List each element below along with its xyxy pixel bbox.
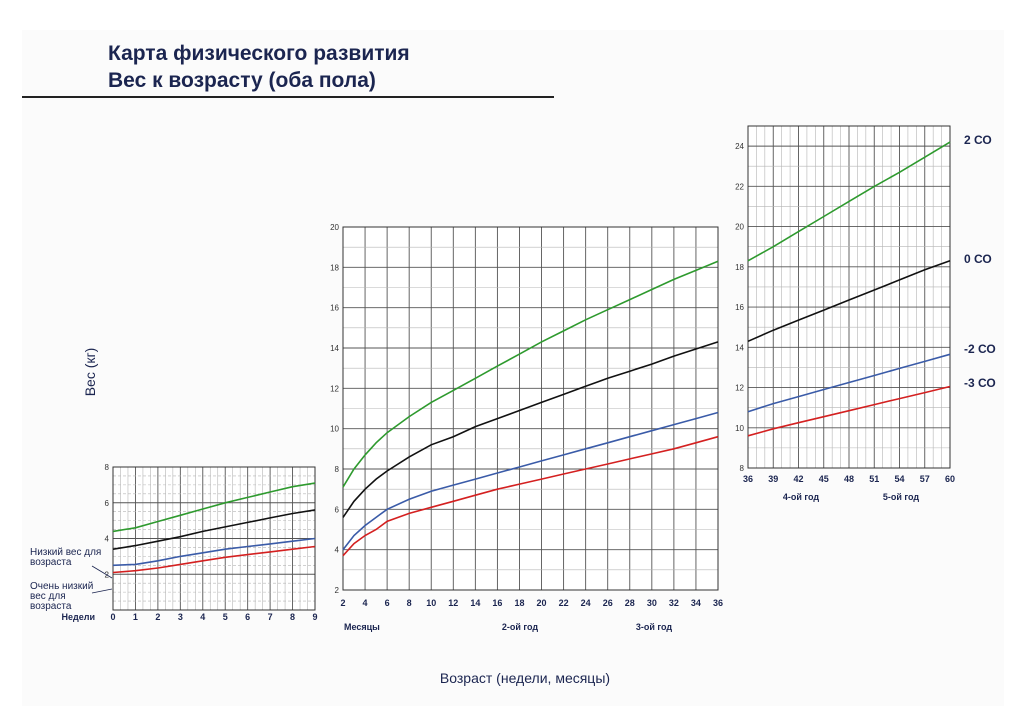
panel-1-x-tick-label: 8	[290, 612, 295, 622]
panel-3-frame	[747, 125, 951, 469]
panel-2-frame	[342, 226, 719, 591]
panel-1-y-tick-label: 6	[105, 499, 110, 508]
sd-label-sd-0: 0 СО	[964, 252, 992, 266]
panel-2-y-tick-label: 18	[330, 263, 339, 272]
panel-1-y-tick-label: 8	[105, 463, 110, 472]
panel-1-series-sd-0	[112, 509, 316, 550]
panel-3-y-tick-label: 20	[735, 223, 744, 232]
panel-2-y-tick-label: 16	[330, 304, 339, 313]
panel-3-y-tick-label: 24	[735, 142, 744, 151]
panel-2-x-tick-label: 36	[713, 598, 723, 608]
annotation-low-weight: Низкий вес для возраста	[30, 547, 102, 568]
panel-1-series-sd-minus2	[112, 537, 316, 567]
title-line-1: Карта физического развития	[108, 42, 410, 65]
panel-3-year-label: 4-ой год	[783, 492, 820, 502]
low-weight-pointer	[91, 565, 113, 579]
panel-2-x-tick-label: 22	[559, 598, 569, 608]
panel-2-y-tick-label: 6	[335, 505, 340, 514]
panel-2-x-tick-label: 16	[492, 598, 502, 608]
panel-3-series-sd-plus2	[747, 141, 951, 262]
panel-1-series-sd-plus2	[112, 482, 316, 533]
panel-3-x-tick-label: 42	[793, 474, 803, 484]
panel-2-x-tick-label: 10	[426, 598, 436, 608]
panel-2-year-label: 2-ой год	[502, 622, 539, 632]
sd-label-sd-plus2: 2 СО	[964, 133, 992, 147]
panel-2-x-tick-label: 20	[537, 598, 547, 608]
panel-1-x-tick-label: 7	[268, 612, 273, 622]
panel-3-y-tick-label: 16	[735, 303, 744, 312]
panel-2-x-tick-label: 14	[470, 598, 480, 608]
annotation-very-low-weight: Очень низкий вес для возраста	[30, 581, 94, 612]
panel-2-y-tick-label: 14	[330, 344, 339, 353]
panel-3-x-tick-label: 54	[894, 474, 904, 484]
panel-2-x-tick-label: 24	[581, 598, 591, 608]
panel-2-x-tick-label: 4	[363, 598, 368, 608]
title-divider	[22, 96, 554, 98]
panel-2-x-tick-label: 32	[669, 598, 679, 608]
panel-3-series-sd-0	[747, 260, 951, 343]
panel-2-series-sd-minus2	[342, 411, 719, 551]
panel-1-series-sd-minus3	[112, 545, 316, 574]
panel-1-x-tick-label: 4	[200, 612, 205, 622]
panel-2-series-sd-minus3	[342, 435, 719, 557]
panel-3-x-tick-label: 36	[743, 474, 753, 484]
panel-2-x-tick-label: 2	[340, 598, 345, 608]
panel-2-x-tick-label: 34	[691, 598, 701, 608]
panel-2-y-tick-label: 4	[335, 546, 340, 555]
very-low-weight-pointer	[91, 588, 113, 594]
panel-2-x-tick-label: 6	[385, 598, 390, 608]
panel-3-y-tick-label: 14	[735, 343, 744, 352]
panel-3-x-tick-label: 45	[819, 474, 829, 484]
panel-2-series-sd-0	[342, 341, 719, 518]
panel-2-x-tick-label: 30	[647, 598, 657, 608]
panel-2-x-tick-label: 28	[625, 598, 635, 608]
panel-3-y-tick-label: 22	[735, 182, 744, 191]
panel-3-x-tick-label: 60	[945, 474, 955, 484]
sd-label-sd-minus2: -2 СО	[964, 342, 996, 356]
panel-2-x-tick-label: 18	[514, 598, 524, 608]
panel-3-x-tick-label: 51	[869, 474, 879, 484]
panel-3-y-tick-label: 18	[735, 263, 744, 272]
panel-2-series-sd-plus2	[342, 260, 719, 488]
panel-3-y-tick-label: 10	[735, 424, 744, 433]
panel-1-x-tick-label: 1	[133, 612, 138, 622]
page-title: Карта физического развития Вес к возраст…	[108, 40, 410, 94]
panel-3-x-tick-label: 48	[844, 474, 854, 484]
panel-2-x-tick-label: 26	[603, 598, 613, 608]
x-axis-label: Возраст (недели, месяцы)	[439, 670, 611, 686]
title-line-2: Вес к возрасту (оба пола)	[108, 69, 376, 92]
panel-1-x-axis-title: Недели	[62, 612, 95, 622]
panel-2-y-tick-label: 2	[335, 586, 340, 595]
panel-1-x-tick-label: 5	[223, 612, 228, 622]
panel-2-y-tick-label: 10	[330, 425, 339, 434]
panel-1-x-tick-label: 3	[178, 612, 183, 622]
panel-2-y-tick-label: 8	[335, 465, 340, 474]
panel-3-series-sd-minus3	[747, 385, 951, 437]
panel-1-x-tick-label: 9	[312, 612, 317, 622]
panel-3-year-label: 5-ой год	[883, 492, 920, 502]
sd-label-sd-minus3: -3 СО	[964, 376, 996, 390]
panel-2-y-tick-label: 12	[330, 384, 339, 393]
panel-2-year-label: 3-ой год	[636, 622, 673, 632]
panel-1-x-tick-label: 2	[155, 612, 160, 622]
panel-3-y-tick-label: 8	[740, 464, 745, 473]
panel-1-y-tick-label: 4	[105, 535, 110, 544]
panel-1-x-tick-label: 0	[110, 612, 115, 622]
panel-3-x-tick-label: 39	[768, 474, 778, 484]
panel-3-x-tick-label: 57	[920, 474, 930, 484]
panel-3-series-sd-minus2	[747, 353, 951, 413]
panel-2-x-tick-label: 12	[448, 598, 458, 608]
panel-2-y-tick-label: 20	[330, 223, 339, 232]
panel-3-y-tick-label: 12	[735, 384, 744, 393]
panel-2-x-axis-title: Месяцы	[344, 622, 380, 632]
panel-2-x-tick-label: 8	[407, 598, 412, 608]
panel-1-x-tick-label: 6	[245, 612, 250, 622]
